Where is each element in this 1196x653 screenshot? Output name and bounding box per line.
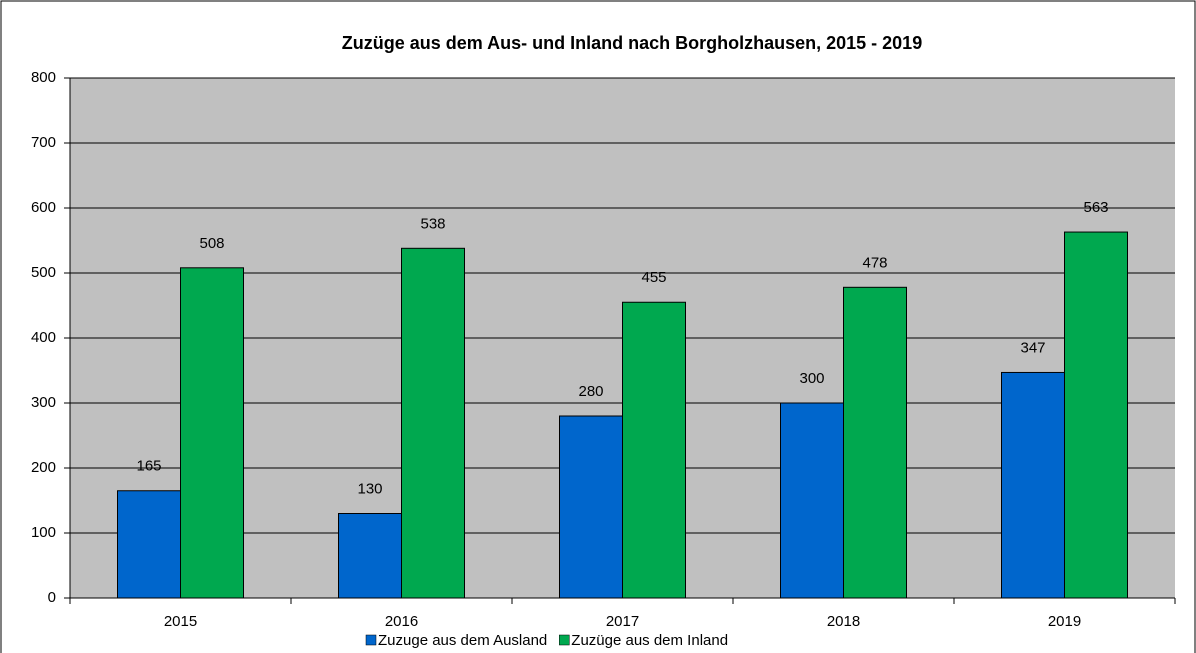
data-label: 165 (136, 458, 161, 475)
data-label: 508 (199, 235, 224, 252)
y-tick-label: 0 (48, 589, 56, 606)
y-tick-label: 800 (31, 69, 56, 86)
x-tick-label: 2016 (385, 613, 418, 630)
bar (559, 415, 623, 599)
bar (180, 267, 244, 599)
bar (780, 402, 844, 599)
bar (401, 247, 465, 599)
data-label: 478 (862, 254, 887, 271)
y-tick-label: 400 (31, 329, 56, 346)
bar (117, 490, 181, 599)
data-label: 538 (420, 215, 445, 232)
legend-label: Zuzuge aus dem Ausland (378, 632, 547, 649)
y-tick-label: 300 (31, 394, 56, 411)
y-tick-label: 500 (31, 264, 56, 281)
data-label: 347 (1020, 339, 1045, 356)
y-tick-label: 200 (31, 459, 56, 476)
data-label: 563 (1083, 199, 1108, 216)
data-label: 300 (799, 370, 824, 387)
y-tick-label: 700 (31, 134, 56, 151)
data-label: 455 (641, 269, 666, 286)
data-label: 280 (578, 383, 603, 400)
chart-title: Zuzüge aus dem Aus- und Inland nach Borg… (342, 33, 922, 53)
x-tick-label: 2015 (164, 613, 197, 630)
y-tick-label: 100 (31, 524, 56, 541)
bar (1001, 371, 1065, 599)
x-tick-label: 2019 (1048, 613, 1081, 630)
data-label: 130 (357, 480, 382, 497)
bar (843, 286, 907, 599)
legend-swatch (365, 634, 377, 646)
bar (338, 513, 402, 599)
bar (622, 301, 686, 599)
y-tick-label: 600 (31, 199, 56, 216)
x-tick-label: 2017 (606, 613, 639, 630)
legend-label: Zuzüge aus dem Inland (571, 632, 728, 649)
legend-swatch (559, 634, 570, 646)
bar (1064, 231, 1128, 599)
x-tick-label: 2018 (827, 613, 860, 630)
